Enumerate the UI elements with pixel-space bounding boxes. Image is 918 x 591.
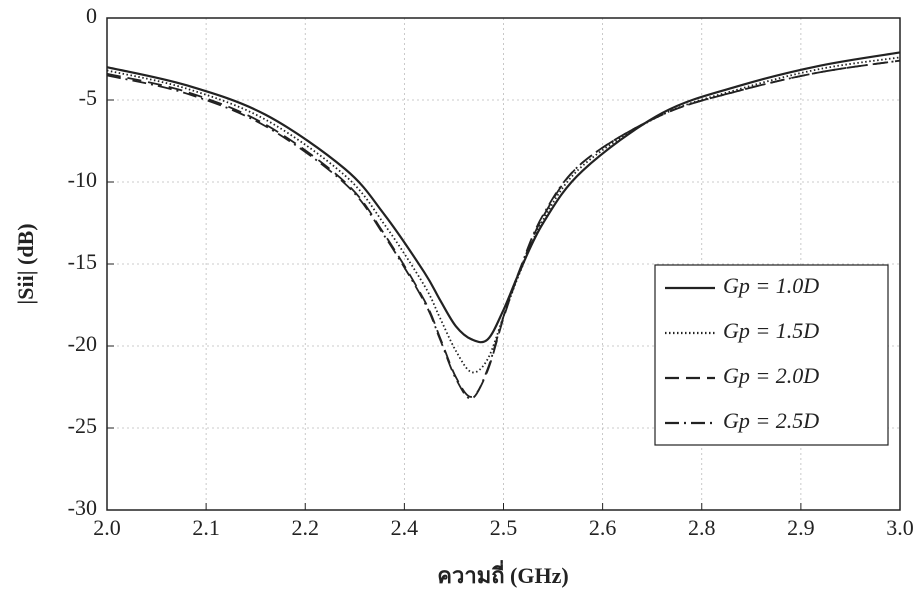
y-tick-label: -20 bbox=[68, 331, 97, 356]
x-tick-label: 2.6 bbox=[589, 515, 617, 540]
y-tick-label: -10 bbox=[68, 167, 97, 192]
plot-frame bbox=[106, 17, 901, 511]
legend-label: Gp = 1.0D bbox=[723, 273, 819, 298]
x-tick-label: 2.9 bbox=[787, 515, 815, 540]
x-tick-label: 2.8 bbox=[688, 515, 716, 540]
x-tick-label: 2.1 bbox=[192, 515, 220, 540]
x-tick-label: 2.0 bbox=[93, 515, 121, 540]
legend-box bbox=[654, 264, 889, 446]
y-tick-label: -25 bbox=[68, 413, 97, 438]
y-tick-label: -30 bbox=[68, 495, 97, 520]
series-line bbox=[106, 59, 901, 400]
x-tick-label: 2.2 bbox=[292, 515, 320, 540]
y-axis-label: |Sii| (dB) bbox=[13, 223, 38, 304]
x-axis-label: ความถี่ (GHz) bbox=[437, 559, 568, 588]
x-tick-label: 2.4 bbox=[391, 515, 419, 540]
x-tick-label: 2.5 bbox=[490, 515, 518, 540]
y-tick-label: -15 bbox=[68, 249, 97, 274]
legend-label: Gp = 1.5D bbox=[723, 318, 819, 343]
series-line bbox=[106, 51, 901, 344]
y-tick-label: 0 bbox=[86, 3, 97, 28]
series-line bbox=[106, 56, 901, 374]
legend-label: Gp = 2.0D bbox=[723, 363, 819, 388]
y-tick-label: -5 bbox=[79, 85, 97, 110]
legend-label: Gp = 2.5D bbox=[723, 408, 819, 433]
x-tick-label: 3.0 bbox=[886, 515, 914, 540]
